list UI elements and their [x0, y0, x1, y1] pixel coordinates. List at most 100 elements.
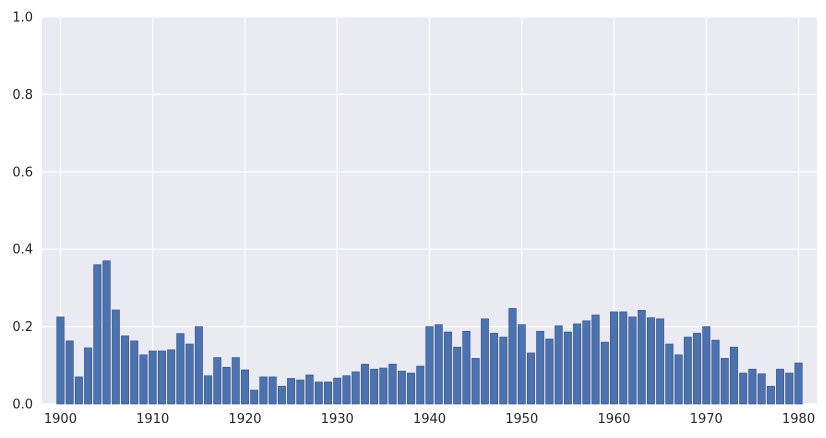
bar-1929 [324, 381, 333, 405]
x-tick-label: 1940 [413, 412, 446, 427]
bar-1934 [370, 368, 379, 405]
x-tick-label: 1930 [321, 412, 354, 427]
bar-1910 [148, 350, 157, 405]
bar-1978 [776, 368, 785, 405]
bar-1961 [619, 311, 628, 405]
x-tick-label: 1980 [782, 412, 815, 427]
bar-1935 [379, 367, 388, 405]
bar-1930 [333, 377, 342, 405]
bar-1927 [305, 374, 314, 405]
bar-1956 [573, 323, 582, 405]
bar-1948 [499, 336, 508, 405]
y-tick-label: 0.0 [12, 398, 33, 413]
bar-1962 [628, 316, 637, 405]
bar-1925 [287, 378, 296, 405]
bar-1973 [729, 346, 738, 405]
bar-1917 [213, 357, 222, 405]
bar-1972 [720, 358, 729, 405]
bar-1940 [425, 326, 434, 405]
bar-1942 [443, 331, 452, 405]
bar-1950 [517, 324, 526, 405]
x-tick-label: 1950 [505, 412, 538, 427]
bar-1939 [416, 365, 425, 405]
bar-1900 [56, 316, 65, 405]
bars [56, 260, 803, 405]
bar-1966 [665, 343, 674, 405]
bar-1970 [702, 326, 711, 405]
bar-1919 [231, 357, 240, 405]
bar-1920 [240, 369, 249, 405]
bar-1977 [766, 385, 775, 405]
bar-1908 [130, 340, 139, 405]
bar-1924 [277, 385, 286, 405]
bar-1906 [111, 309, 120, 405]
bar-1922 [259, 376, 268, 405]
bar-1903 [84, 347, 93, 405]
bar-1907 [121, 335, 130, 405]
bar-1976 [757, 373, 766, 405]
bar-1921 [250, 389, 259, 405]
bar-1945 [471, 358, 480, 405]
bar-1923 [268, 376, 277, 405]
bar-1911 [157, 350, 166, 405]
bar-1914 [185, 343, 194, 405]
bar-1902 [74, 376, 83, 405]
bar-1905 [102, 260, 111, 405]
bar-1965 [656, 318, 665, 405]
bar-1916 [204, 375, 213, 405]
bar-1975 [748, 368, 757, 405]
bar-1936 [388, 363, 397, 405]
bar-1937 [397, 370, 406, 405]
y-axis-ticks: 0.0 0.2 0.4 0.6 0.8 1.0 [12, 11, 33, 413]
x-tick-label: 1960 [597, 412, 630, 427]
bar-1909 [139, 354, 148, 405]
bar-1957 [582, 320, 591, 405]
x-tick-label: 1970 [690, 412, 723, 427]
bar-1928 [314, 381, 323, 405]
y-tick-label: 1.0 [12, 11, 33, 26]
x-tick-label: 1920 [228, 412, 261, 427]
bar-1953 [545, 338, 554, 405]
bar-1979 [785, 372, 794, 405]
bar-1952 [536, 330, 545, 405]
bar-1959 [600, 341, 609, 405]
bar-1938 [407, 372, 416, 405]
bar-1915 [194, 326, 203, 405]
bar-1931 [342, 375, 351, 405]
y-tick-label: 0.6 [12, 165, 33, 180]
bar-1951 [526, 352, 535, 405]
bar-1955 [563, 331, 572, 405]
bar-1904 [93, 264, 102, 405]
bar-1964 [646, 317, 655, 405]
bar-1944 [462, 330, 471, 405]
y-tick-label: 0.4 [12, 243, 33, 258]
bar-1963 [637, 310, 646, 405]
bar-1971 [711, 339, 720, 405]
bar-1967 [674, 354, 683, 405]
bar-1980 [794, 362, 803, 405]
bar-1949 [508, 308, 517, 405]
bar-1901 [65, 340, 74, 405]
bar-1926 [296, 379, 305, 405]
bar-1946 [480, 318, 489, 405]
bar-1913 [176, 333, 185, 405]
bar-1943 [453, 346, 462, 405]
bar-1947 [490, 332, 499, 405]
x-tick-label: 1910 [136, 412, 169, 427]
y-tick-label: 0.2 [12, 320, 33, 335]
bar-1954 [554, 325, 563, 405]
x-axis-ticks: 1900 1910 1920 1930 1940 1950 1960 1970 1980 [44, 412, 815, 427]
bar-1958 [591, 314, 600, 405]
y-tick-label: 0.8 [12, 88, 33, 103]
bar-1918 [222, 366, 231, 405]
x-tick-label: 1900 [44, 412, 77, 427]
bar-1933 [360, 363, 369, 405]
bar-1941 [434, 324, 443, 405]
bar-1932 [351, 371, 360, 405]
bar-1960 [610, 311, 619, 405]
bar-1912 [167, 349, 176, 405]
bar-1974 [739, 372, 748, 405]
bar-1969 [693, 332, 702, 405]
bar-1968 [683, 336, 692, 405]
